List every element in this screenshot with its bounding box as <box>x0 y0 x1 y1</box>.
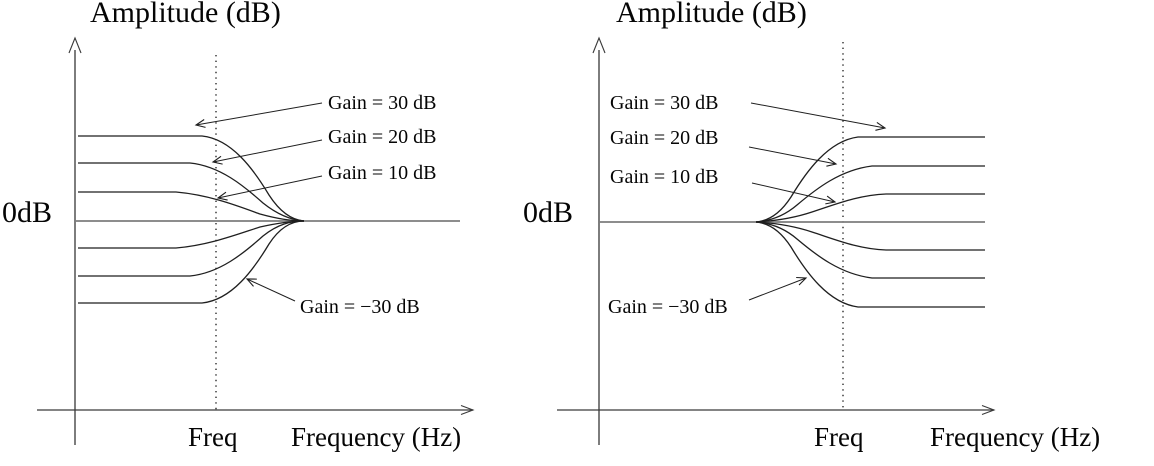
right-plot-title: Amplitude (dB) <box>616 0 807 29</box>
right-curve-gain-plus20 <box>755 165 985 223</box>
right-arrow-gain10-icon <box>751 182 837 205</box>
left-arrow-gain20-icon <box>211 139 323 165</box>
low-shelf-plot <box>37 36 475 445</box>
left-arrow-gain-minus30-icon <box>245 278 296 302</box>
left-cutoff-label: Freq <box>188 422 238 452</box>
right-curve-gain-plus30 <box>755 136 985 223</box>
right-curve-gain-minus20 <box>755 221 985 279</box>
left-zero-db-label: 0dB <box>2 196 53 229</box>
left-arrow-gain30-icon <box>194 102 323 128</box>
left-curve-gain-minus30 <box>78 220 305 304</box>
right-curve-gain-minus30 <box>755 221 985 308</box>
left-curve-gain-minus20 <box>78 220 305 277</box>
high-shelf-plot <box>557 36 996 445</box>
left-curve-gain-plus20 <box>78 162 305 222</box>
left-y-axis-arrow-icon <box>68 36 82 54</box>
left-plot-title: Amplitude (dB) <box>90 0 281 29</box>
right-y-axis-arrow-icon <box>592 36 606 54</box>
left-gain-neg30-annotation: Gain = −30 dB <box>300 296 420 318</box>
right-gain-30-annotation: Gain = 30 dB <box>610 92 719 114</box>
left-x-axis-label: Frequency (Hz) <box>291 422 462 452</box>
right-arrow-gain30-icon <box>750 102 887 131</box>
right-cutoff-label: Freq <box>814 422 864 452</box>
right-gain-neg30-annotation: Gain = −30 dB <box>608 296 728 318</box>
right-arrow-gain-minus30-icon <box>748 276 808 301</box>
right-gain-10-annotation: Gain = 10 dB <box>610 166 719 188</box>
right-curve-gain-minus10 <box>755 221 985 251</box>
right-arrow-gain20-icon <box>748 146 838 167</box>
right-curve-gain-plus10 <box>755 193 985 223</box>
left-gain-30-annotation: Gain = 30 dB <box>328 92 437 114</box>
left-curve-gain-plus10 <box>78 191 305 222</box>
right-gain-20-annotation: Gain = 20 dB <box>610 127 719 149</box>
right-x-axis-label: Frequency (Hz) <box>930 422 1101 452</box>
left-curve-gain-plus30 <box>78 135 305 222</box>
left-gain-20-annotation: Gain = 20 dB <box>328 126 437 148</box>
left-curve-gain-minus10 <box>78 220 305 249</box>
left-gain-10-annotation: Gain = 10 dB <box>328 162 437 184</box>
left-arrow-gain10-icon <box>216 175 323 201</box>
right-zero-db-label: 0dB <box>523 196 574 229</box>
